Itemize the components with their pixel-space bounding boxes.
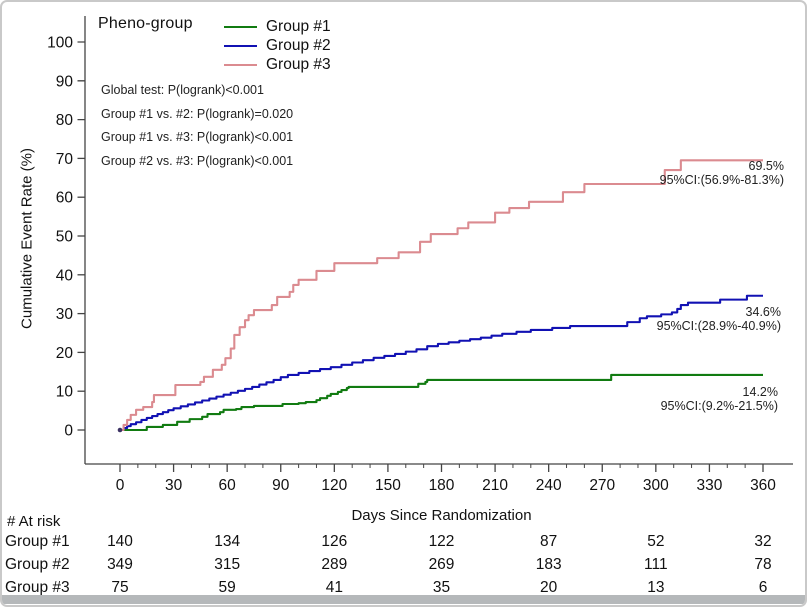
at-risk-value: 13 (647, 579, 665, 596)
at-risk-value: 20 (540, 579, 558, 596)
legend-entry-group3: Group #3 (224, 55, 444, 74)
group1-line-swatch (224, 25, 257, 28)
group1-endpoint-label: 14.2% 95%CI:(9.2%-21.5%) (660, 385, 778, 413)
at-risk-value: 315 (214, 556, 241, 573)
y-tick-label: 40 (56, 267, 74, 284)
at-risk-row-label-group2: Group #2 (5, 556, 70, 573)
y-tick-label: 80 (56, 112, 74, 129)
legend-entry-group1: Group #1 (224, 17, 444, 36)
x-tick-label: 330 (696, 477, 722, 494)
y-tick-label: 10 (56, 384, 74, 401)
annotation-g2-vs-g3: Group #2 vs. #3: P(logrank)<0.001 (101, 153, 294, 168)
y-tick-label: 50 (56, 229, 74, 246)
at-risk-value: 35 (432, 579, 451, 596)
group3-endpoint-label: 69.5% 95%CI:(56.9%-81.3%) (659, 159, 784, 187)
y-tick-label: 30 (56, 306, 74, 323)
at-risk-row-label-group3: Group #3 (5, 579, 70, 596)
legend-entry-group2: Group #2 (224, 36, 444, 55)
y-tick-label: 60 (56, 190, 74, 207)
at-risk-value: 289 (321, 556, 348, 573)
at-risk-value: 59 (218, 579, 236, 596)
group1-confidence-interval: 95%CI:(9.2%-21.5%) (660, 398, 778, 413)
bottom-divider-bar (2, 595, 805, 604)
at-risk-value: 87 (540, 533, 558, 550)
group3-line-swatch (224, 63, 257, 66)
at-risk-value: 134 (214, 533, 241, 550)
legend-entries: Group #1 Group #2 Group #3 (224, 17, 444, 74)
x-tick-label: 30 (165, 477, 183, 494)
x-tick-label: 210 (482, 477, 508, 494)
group2-confidence-interval: 95%CI:(28.9%-40.9%) (656, 318, 781, 333)
x-tick-label: 150 (375, 477, 401, 494)
y-tick-label: 70 (56, 151, 74, 168)
x-tick-label: 90 (272, 477, 290, 494)
at-risk-value: 122 (428, 533, 455, 550)
at-risk-row-label-group1: Group #1 (5, 533, 70, 550)
group2-endpoint-label: 34.6% 95%CI:(28.9%-40.9%) (656, 305, 781, 333)
x-axis-title: Days Since Randomization (351, 507, 532, 524)
legend: Pheno-group Group #1 Group #2 Group #3 (98, 15, 331, 73)
x-tick-label: 180 (429, 477, 455, 494)
group1-final-rate: 14.2% (742, 385, 778, 399)
x-tick-label: 0 (116, 477, 125, 494)
y-tick-label: 100 (47, 35, 73, 52)
group3-confidence-interval: 95%CI:(56.9%-81.3%) (659, 172, 784, 187)
at-risk-value: 41 (325, 579, 343, 596)
legend-label: Group #1 (266, 17, 331, 35)
y-tick-label: 0 (64, 423, 73, 440)
series-curve-group-1 (120, 373, 763, 432)
x-tick-label: 360 (750, 477, 776, 494)
origin-point-marker (117, 427, 123, 433)
at-risk-value: 126 (321, 533, 348, 550)
at-risk-value: 349 (107, 556, 133, 573)
x-tick-label: 300 (643, 477, 669, 494)
at-risk-value: 78 (754, 556, 772, 573)
at-risk-value: 269 (428, 556, 455, 573)
at-risk-value: 32 (754, 533, 772, 550)
at-risk-value: 140 (107, 533, 133, 550)
at-risk-value: 6 (758, 579, 768, 596)
logrank-annotations: Global test: P(logrank)<0.001 Group #1 v… (101, 82, 293, 176)
x-tick-label: 60 (219, 477, 237, 494)
annotation-g1-vs-g3: Group #1 vs. #3: P(logrank)<0.001 (101, 130, 294, 144)
legend-label: Group #3 (266, 55, 331, 73)
at-risk-value: 111 (644, 556, 668, 573)
series-curve-group-3 (120, 159, 763, 432)
series-curve-group-2 (120, 294, 763, 432)
at-risk-value: 183 (535, 556, 562, 573)
at-risk-value: 52 (647, 533, 665, 550)
legend-label: Group #2 (266, 36, 331, 54)
y-tick-label: 90 (56, 73, 74, 90)
annotation-global-test: Global test: P(logrank)<0.001 (101, 83, 264, 97)
y-axis-title: Cumulative Event Rate (%) (18, 148, 36, 329)
x-tick-label: 240 (536, 477, 562, 494)
at-risk-header: # At risk (7, 513, 61, 530)
group2-final-rate: 34.6% (745, 305, 781, 319)
y-tick-label: 20 (56, 345, 74, 362)
group2-line-swatch (224, 44, 257, 47)
x-tick-label: 270 (589, 477, 615, 494)
at-risk-value: 75 (111, 579, 129, 596)
x-tick-label: 120 (321, 477, 347, 494)
legend-title: Pheno-group (98, 15, 193, 32)
annotation-g1-vs-g2: Group #1 vs. #2: P(logrank)=0.020 (101, 106, 294, 121)
group3-final-rate: 69.5% (748, 159, 784, 173)
